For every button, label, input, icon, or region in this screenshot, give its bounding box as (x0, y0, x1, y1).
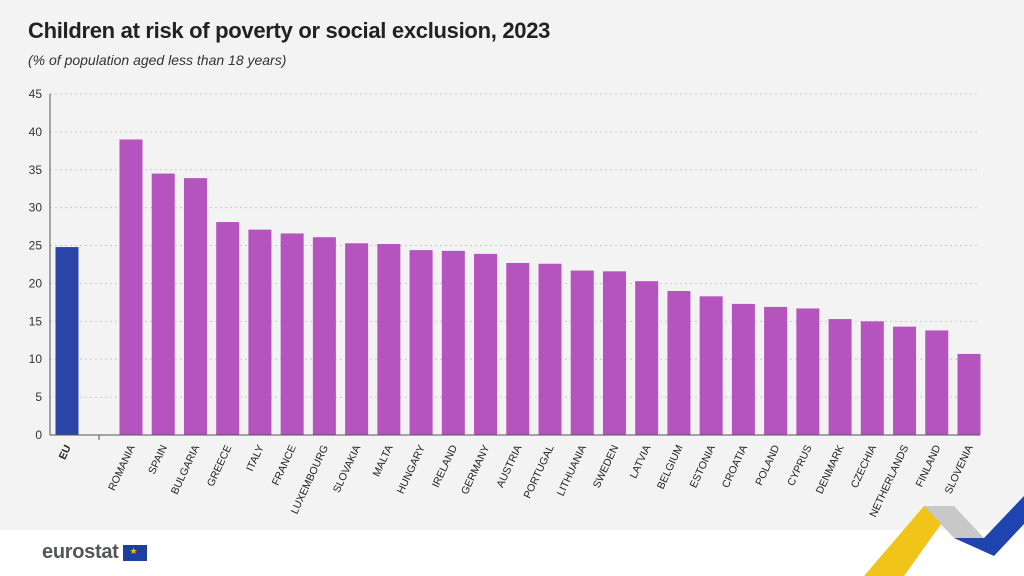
bar-eu (55, 247, 79, 435)
bars (55, 139, 981, 436)
bar-spain (151, 173, 175, 436)
bar-netherlands (893, 326, 917, 435)
bar-malta (377, 244, 401, 435)
x-category-label: AUSTRIA (494, 443, 524, 489)
x-category-label: BELGIUM (655, 443, 686, 491)
x-category-label: ITALY (244, 443, 267, 473)
bar-belgium (667, 291, 691, 435)
bar-estonia (699, 296, 723, 435)
bar-slovenia (957, 353, 981, 435)
bar-greece (216, 222, 240, 435)
bar-cyprus (796, 308, 820, 435)
bar-slovakia (345, 243, 369, 435)
y-tick-label: 20 (29, 276, 43, 290)
bar-latvia (635, 281, 659, 435)
eurostat-logo: eurostat (42, 541, 147, 564)
y-tick-label: 45 (29, 87, 43, 101)
chart-subtitle: (% of population aged less than 18 years… (28, 52, 287, 68)
x-category-label: IRELAND (430, 443, 460, 490)
axes (49, 94, 980, 440)
bar-hungary (409, 250, 433, 435)
y-tick-label: 0 (35, 428, 42, 442)
x-category-label: SWEDEN (591, 443, 621, 490)
x-category-label: EU (57, 443, 74, 461)
logo-text: eurostat (42, 541, 119, 563)
x-category-label: GREECE (205, 443, 235, 488)
x-category-label: ESTONIA (688, 443, 718, 490)
y-tick-label: 10 (29, 352, 43, 366)
x-category-label: SPAIN (146, 443, 170, 476)
bar-poland (764, 306, 788, 435)
decorative-corner-graphic (864, 496, 1024, 576)
eu-flag-icon (122, 544, 147, 561)
bar-germany (474, 253, 498, 435)
y-tick-label: 35 (29, 163, 43, 177)
bar-chart: 0 5 10 15 20 25 30 35 40 45 EU ROMANIA SPAINBULGARI… (29, 87, 981, 519)
bar-romania (119, 139, 143, 435)
bar-finland (925, 330, 949, 435)
x-category-label: LITHUANIA (555, 443, 589, 498)
x-category-label: MALTA (371, 443, 396, 478)
x-category-label: GERMANY (459, 443, 492, 496)
bar-ireland (441, 250, 465, 435)
bar-italy (248, 229, 272, 435)
x-category-label: CROATIA (720, 443, 750, 490)
bar-bulgaria (183, 178, 207, 435)
y-tick-label: 40 (29, 125, 43, 139)
y-tick-label: 25 (29, 239, 43, 253)
bar-austria (506, 262, 530, 435)
bar-portugal (538, 263, 562, 435)
bar-sweden (602, 271, 626, 435)
x-category-label: POLAND (753, 443, 782, 488)
bar-czechia (860, 321, 884, 435)
x-category-label: HUNGARY (395, 443, 428, 495)
x-category-label: SLOVAKIA (331, 443, 364, 494)
x-category-label: DENMARK (814, 443, 847, 496)
x-category-label: FRANCE (270, 443, 299, 487)
bar-denmark (828, 319, 852, 435)
y-axis-tick-labels: 0 5 10 15 20 25 30 35 40 45 (29, 87, 43, 442)
x-category-label: BULGARIA (169, 443, 202, 496)
bar-croatia (731, 303, 755, 435)
chart-title: Children at risk of poverty or social ex… (28, 18, 551, 43)
x-category-label: CYPRUS (785, 443, 814, 488)
y-tick-label: 5 (35, 390, 42, 404)
y-tick-label: 30 (29, 201, 43, 215)
bar-luxembourg (312, 237, 336, 435)
footer-bar: eurostat (0, 530, 1024, 576)
bar-lithuania (570, 270, 594, 435)
x-category-label: LATVIA (628, 443, 654, 480)
x-category-label: PORTUGAL (522, 443, 557, 500)
x-category-label: ROMANIA (106, 443, 138, 492)
bar-france (280, 233, 304, 435)
y-tick-label: 15 (29, 314, 43, 328)
